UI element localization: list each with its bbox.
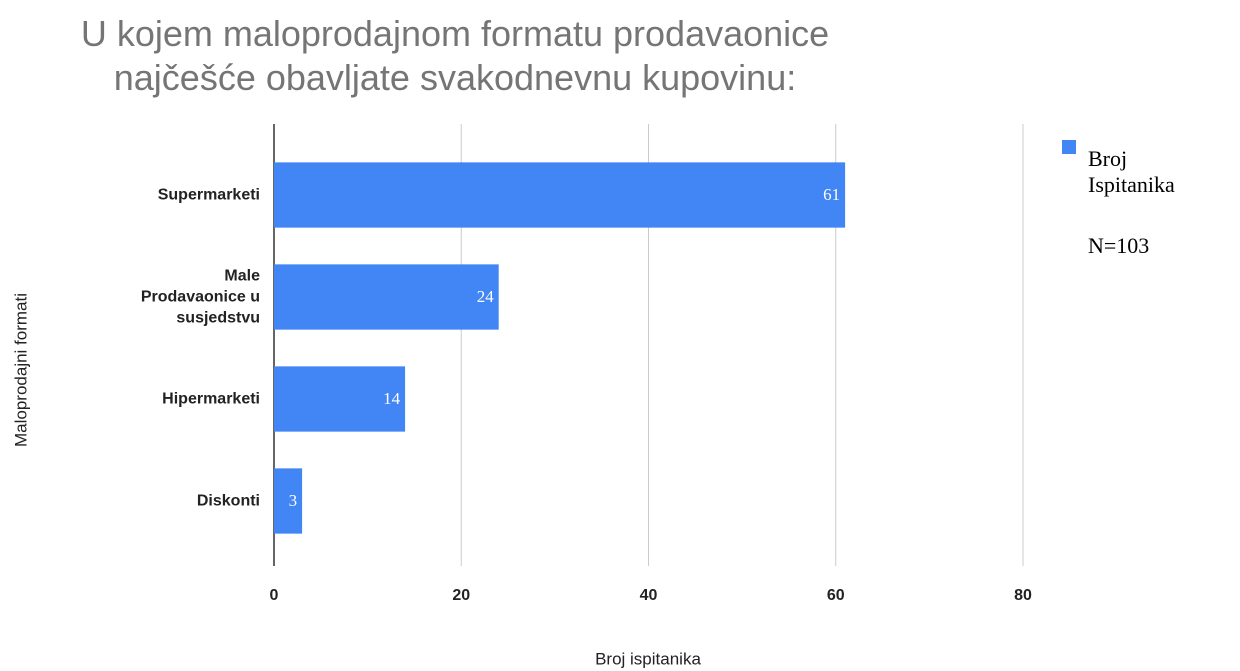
bar xyxy=(274,366,406,432)
annotation: N=103 xyxy=(1088,233,1150,258)
legend-swatch xyxy=(1062,140,1076,154)
data-label: 14 xyxy=(383,389,401,408)
data-label: 24 xyxy=(477,287,495,306)
y-tick-label: Hipermarketi xyxy=(162,390,260,408)
bar xyxy=(274,468,303,534)
legend-label: Broj Ispitanika xyxy=(1088,146,1175,197)
chart-title: U kojem maloprodajnom formatu prodavaoni… xyxy=(80,13,830,98)
x-tick-label: 0 xyxy=(270,587,279,604)
data-label: 61 xyxy=(823,185,840,204)
y-tick-label: Male Prodavaonice u susjedstvu xyxy=(140,267,260,327)
x-tick-label: 40 xyxy=(640,587,658,604)
x-tick-label: 60 xyxy=(827,587,845,604)
bar xyxy=(274,162,846,228)
bar xyxy=(274,264,499,330)
x-tick-label: 20 xyxy=(452,587,470,604)
data-label: 3 xyxy=(289,491,298,510)
x-axis-title: Broj ispitanika xyxy=(595,649,701,668)
y-tick-label: Supermarketi xyxy=(157,186,260,204)
y-axis-title: Maloprodajni formati xyxy=(11,293,30,447)
y-tick-label: Diskonti xyxy=(196,492,260,510)
x-tick-label: 80 xyxy=(1014,587,1032,604)
